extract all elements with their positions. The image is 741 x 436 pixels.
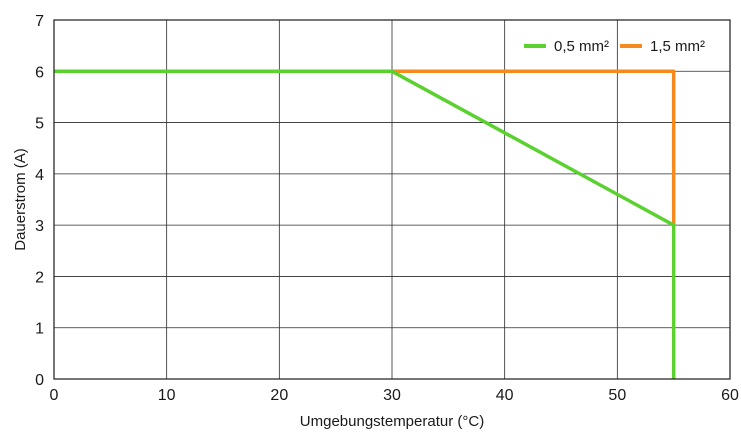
tick-labels: 0 10 20 30 40 50 60 0 1 2 3 4 5 6 7 [35, 13, 739, 404]
y-tick-label: 4 [35, 167, 44, 184]
x-axis-title: Umgebungstemperatur (°C) [300, 413, 484, 430]
legend: 0,5 mm² 1,5 mm² [524, 38, 705, 55]
series-line-1 [54, 69, 676, 379]
y-tick-label: 2 [35, 269, 44, 286]
y-tick-label: 1 [35, 321, 44, 338]
x-tick-label: 10 [158, 387, 176, 404]
y-axis-title: Dauerstrom (A) [12, 148, 29, 251]
legend-label-1: 0,5 mm² [554, 38, 609, 55]
series-group [54, 69, 676, 379]
y-tick-label: 3 [35, 218, 44, 235]
legend-label-2: 1,5 mm² [650, 38, 705, 55]
x-tick-label: 40 [496, 387, 514, 404]
x-tick-label: 30 [383, 387, 401, 404]
y-tick-label: 5 [35, 116, 44, 133]
series-line-2 [54, 69, 676, 226]
plot-frame [53, 19, 731, 380]
y-tick-label: 6 [35, 64, 44, 81]
x-tick-label: 50 [608, 387, 626, 404]
x-tick-label: 0 [50, 387, 59, 404]
y-tick-label: 7 [35, 13, 44, 30]
y-tick-label: 0 [35, 372, 44, 389]
x-tick-label: 60 [721, 387, 739, 404]
x-tick-label: 20 [270, 387, 288, 404]
